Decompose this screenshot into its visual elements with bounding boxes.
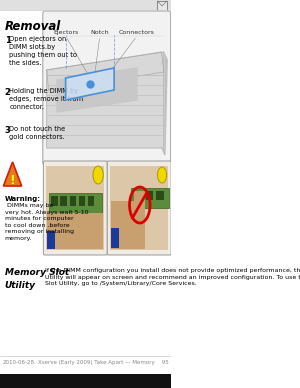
Text: DIMMs may be
very hot. Always wait 5-10
minutes for computer
to cool down .befor: DIMMs may be very hot. Always wait 5-10 … bbox=[4, 203, 88, 241]
Bar bbox=[131, 188, 169, 208]
Circle shape bbox=[158, 167, 166, 183]
Polygon shape bbox=[161, 52, 167, 155]
Bar bbox=[47, 231, 55, 249]
Text: 3: 3 bbox=[4, 126, 10, 135]
Bar bbox=[158, 1, 166, 11]
Bar bbox=[49, 213, 102, 216]
Text: 2010-06-28: 2010-06-28 bbox=[3, 360, 35, 365]
Polygon shape bbox=[66, 68, 114, 100]
Bar bbox=[88, 196, 94, 206]
Polygon shape bbox=[111, 201, 146, 249]
FancyBboxPatch shape bbox=[43, 11, 171, 165]
Bar bbox=[146, 191, 154, 200]
Polygon shape bbox=[3, 162, 22, 186]
Bar bbox=[0, 374, 171, 388]
Text: Holding the DIMM by
edges, remove it from
connector.: Holding the DIMM by edges, remove it fro… bbox=[9, 88, 83, 110]
Bar bbox=[79, 196, 85, 206]
Circle shape bbox=[93, 166, 103, 184]
Text: Notch: Notch bbox=[91, 30, 109, 35]
Bar bbox=[110, 166, 168, 250]
Polygon shape bbox=[57, 68, 137, 112]
Bar bbox=[136, 191, 143, 200]
Text: Removal: Removal bbox=[4, 20, 61, 33]
Text: Ejectors: Ejectors bbox=[53, 30, 78, 35]
Bar bbox=[49, 193, 102, 215]
Text: Memory Slot
Utility: Memory Slot Utility bbox=[4, 268, 69, 289]
Polygon shape bbox=[47, 52, 164, 90]
Bar bbox=[46, 166, 104, 250]
Bar bbox=[70, 196, 76, 206]
Text: Connectors: Connectors bbox=[119, 30, 155, 35]
Text: 1: 1 bbox=[4, 36, 10, 45]
Polygon shape bbox=[134, 191, 146, 201]
Text: Warning:: Warning: bbox=[4, 196, 40, 202]
Polygon shape bbox=[47, 52, 164, 148]
Bar bbox=[51, 196, 58, 206]
Text: !: ! bbox=[10, 173, 15, 187]
Bar bbox=[156, 191, 164, 200]
Text: If the DIMM configuration you install does not provide optimized performance, th: If the DIMM configuration you install do… bbox=[44, 268, 300, 286]
Bar bbox=[111, 228, 119, 248]
Polygon shape bbox=[47, 213, 103, 249]
Text: Xserve (Early 2009) Take Apart — Memory    95: Xserve (Early 2009) Take Apart — Memory … bbox=[38, 360, 168, 365]
Text: 2: 2 bbox=[4, 88, 10, 97]
FancyBboxPatch shape bbox=[107, 161, 171, 255]
Bar bbox=[0, 0, 171, 10]
Text: Do not touch the
gold connectors.: Do not touch the gold connectors. bbox=[9, 126, 65, 140]
Bar bbox=[61, 196, 67, 206]
Text: Open ejectors on
DIMM slots.by
pushing them out to
the sides.: Open ejectors on DIMM slots.by pushing t… bbox=[9, 36, 77, 66]
FancyBboxPatch shape bbox=[44, 161, 107, 255]
